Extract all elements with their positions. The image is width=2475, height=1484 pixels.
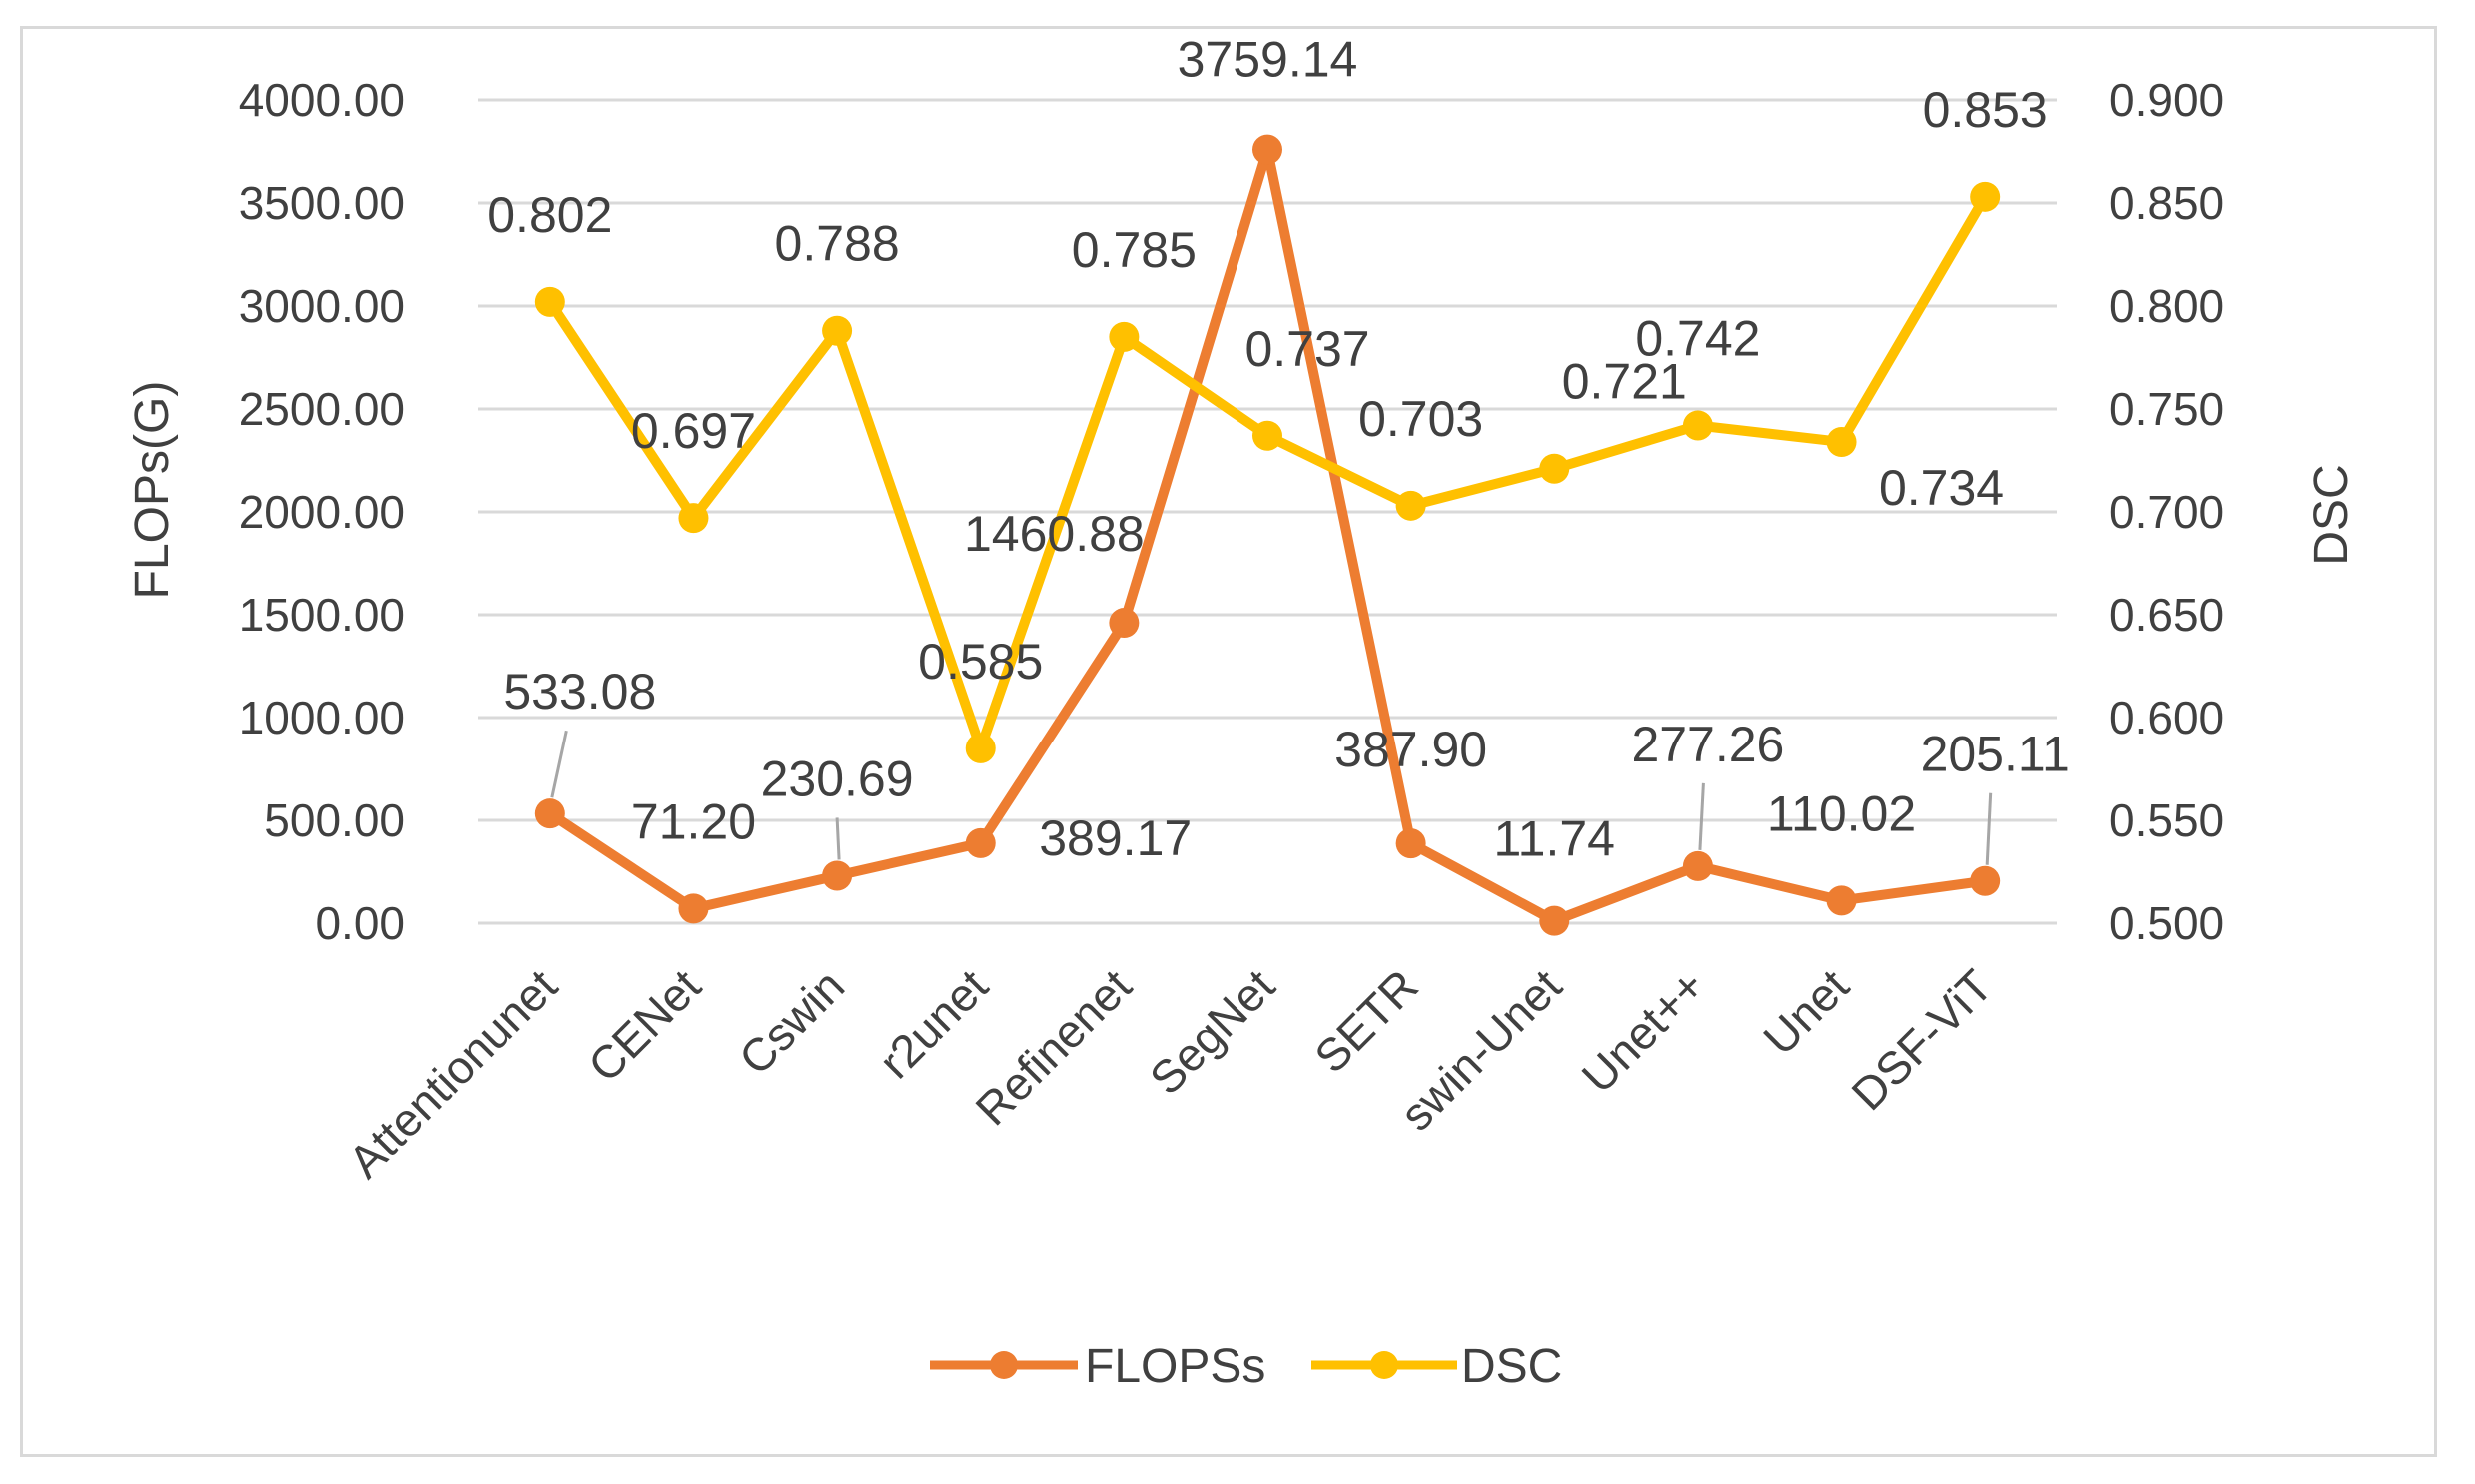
- y-left-tick-label: 2000.00: [239, 486, 405, 538]
- data-point-flopss: [534, 798, 565, 829]
- dsc-data-label: 0.802: [487, 187, 612, 243]
- flops-data-label: 3759.14: [1178, 32, 1358, 88]
- data-point-dsc: [1539, 453, 1570, 484]
- x-tick-label: r2unet: [869, 959, 998, 1088]
- dsc-data-label: 0.853: [1923, 82, 2048, 138]
- data-point-flopss: [822, 860, 853, 891]
- flops-data-label: 71.20: [631, 793, 756, 849]
- dsc-data-label: 0.742: [1635, 310, 1760, 366]
- y-left-tick-label: 1500.00: [239, 589, 405, 641]
- x-tick-label: Unet: [1753, 959, 1859, 1065]
- gridlines: [478, 98, 2057, 925]
- y-right-tick-label: 0.500: [2109, 897, 2224, 949]
- x-tick-label: Unet++: [1572, 959, 1715, 1102]
- y-right-tick-label: 0.900: [2109, 74, 2224, 126]
- left-axis-ticks: 0.00 500.00 1000.00 1500.00 2000.00 2500.00 30…: [239, 74, 405, 949]
- label-leader-lines: [550, 730, 1993, 865]
- label-leader-line: [835, 817, 841, 860]
- y-right-tick-label: 0.550: [2109, 794, 2224, 846]
- legend: FLOPSs DSC: [930, 1340, 1562, 1393]
- label-leader-line: [1698, 782, 1705, 850]
- data-point-flopss: [1826, 885, 1857, 916]
- data-point-flopss: [1252, 134, 1282, 165]
- legend-dsc-label: DSC: [1461, 1340, 1562, 1393]
- y-right-tick-label: 0.600: [2109, 692, 2224, 743]
- dsc-data-label: 0.785: [1072, 222, 1197, 278]
- legend-flops-swatch-marker: [990, 1351, 1018, 1379]
- flops-data-label: 230.69: [761, 750, 914, 806]
- y-left-tick-label: 2500.00: [239, 383, 405, 435]
- x-tick-label: SETR: [1304, 959, 1428, 1083]
- flops-data-label: 387.90: [1334, 722, 1487, 777]
- series-lines: [534, 134, 2001, 936]
- x-axis-ticks: Attentionunet CENet Cswin r2unetRefinenetSe…: [338, 959, 2002, 1188]
- flops-data-label: 389.17: [1039, 810, 1192, 866]
- y-axis-right-title: DSC: [2305, 464, 2358, 565]
- data-point-dsc: [1826, 426, 1857, 457]
- data-point-flopss: [1109, 608, 1140, 639]
- dsc-data-label: 0.734: [1879, 460, 2004, 516]
- data-point-dsc: [1252, 420, 1282, 451]
- y-left-tick-label: 3500.00: [239, 177, 405, 229]
- dsc-data-label: 0.737: [1244, 321, 1369, 377]
- data-point-flopss: [678, 893, 709, 924]
- y-left-tick-label: 1000.00: [239, 692, 405, 743]
- dsc-data-label: 0.585: [918, 634, 1043, 690]
- data-point-flopss: [1682, 850, 1713, 881]
- flops-data-label: 205.11: [1921, 727, 2070, 782]
- legend-dsc-swatch-marker: [1370, 1351, 1398, 1379]
- x-tick-label: Cswin: [729, 959, 854, 1084]
- data-point-dsc: [1395, 490, 1426, 521]
- legend-flops-label: FLOPSs: [1085, 1340, 1265, 1393]
- x-tick-label: Refinenet: [965, 959, 1141, 1135]
- y-right-tick-label: 0.650: [2109, 589, 2224, 641]
- y-left-tick-label: 3000.00: [239, 280, 405, 332]
- dsc-data-label: 0.788: [775, 216, 900, 272]
- label-leader-line: [550, 730, 568, 798]
- series-line-dsc: [544, 191, 1991, 753]
- y-left-tick-label: 500.00: [264, 794, 405, 846]
- data-point-dsc: [965, 733, 996, 763]
- data-point-flopss: [965, 827, 996, 858]
- data-point-dsc: [678, 503, 709, 534]
- y-right-tick-label: 0.850: [2109, 177, 2224, 229]
- y-axis-left-title: FLOPs(G): [126, 381, 179, 600]
- data-point-dsc: [1970, 181, 2001, 212]
- right-axis-ticks: 0.500 0.550 0.600 0.650 0.700 0.750 0.800 0.850…: [2109, 74, 2224, 949]
- flops-data-label: 11.74: [1494, 811, 1615, 867]
- label-leader-line: [1985, 792, 1993, 865]
- x-tick-label: DSF-ViT: [1841, 959, 2002, 1120]
- data-point-dsc: [822, 315, 853, 346]
- x-tick-label: Attentionunet: [338, 959, 567, 1188]
- flops-data-label: 110.02: [1767, 785, 1916, 841]
- dsc-data-label: 0.697: [631, 403, 756, 459]
- dsc-data-label: 0.703: [1358, 391, 1483, 447]
- data-point-dsc: [1109, 321, 1140, 352]
- flops-data-label: 277.26: [1631, 717, 1784, 772]
- y-right-tick-label: 0.750: [2109, 383, 2224, 435]
- y-right-tick-label: 0.700: [2109, 486, 2224, 538]
- data-point-flopss: [1539, 905, 1570, 936]
- y-right-tick-label: 0.800: [2109, 280, 2224, 332]
- y-left-tick-label: 4000.00: [239, 74, 405, 126]
- data-point-flopss: [1395, 828, 1426, 859]
- dsc-data-label: 0.721: [1562, 354, 1687, 410]
- x-tick-label: SegNet: [1140, 959, 1284, 1104]
- flops-data-label: 1460.88: [964, 506, 1145, 562]
- x-tick-label: CENet: [578, 959, 711, 1092]
- y-left-tick-label: 0.00: [315, 897, 405, 949]
- data-point-flopss: [1970, 865, 2001, 896]
- data-point-dsc: [534, 286, 565, 317]
- data-point-dsc: [1682, 410, 1713, 441]
- flops-data-label: 533.08: [503, 664, 656, 720]
